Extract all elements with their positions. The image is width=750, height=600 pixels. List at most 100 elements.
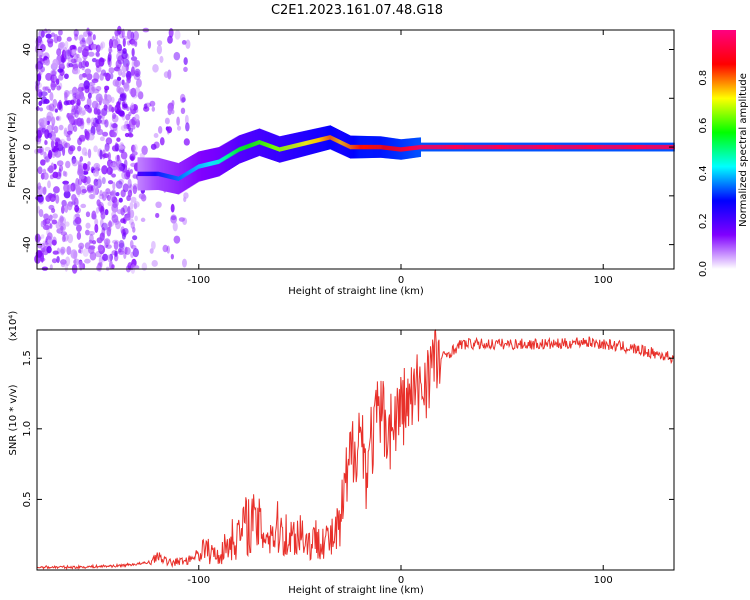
noise-speckle bbox=[86, 36, 93, 45]
y-tick-label: 0 bbox=[22, 144, 33, 150]
trace-core bbox=[649, 144, 651, 150]
trace-core bbox=[504, 144, 506, 150]
trace-core bbox=[516, 144, 519, 150]
trace-core bbox=[375, 144, 377, 150]
trace-core bbox=[183, 173, 185, 178]
noise-speckle bbox=[105, 188, 111, 195]
trace-core bbox=[402, 147, 404, 152]
noise-speckle bbox=[77, 46, 83, 54]
x-tick-label: 100 bbox=[594, 275, 613, 286]
trace-core bbox=[195, 166, 197, 171]
noise-speckle bbox=[87, 106, 93, 114]
noise-speckle bbox=[67, 56, 75, 63]
trace-core bbox=[663, 144, 665, 150]
trace-core bbox=[282, 146, 284, 151]
noise-speckle bbox=[119, 93, 126, 102]
noise-speckle bbox=[107, 254, 112, 263]
trace-core bbox=[406, 146, 408, 151]
trace-core bbox=[205, 162, 207, 168]
trace-core bbox=[227, 154, 229, 159]
trace-core bbox=[623, 144, 626, 150]
trace-core bbox=[262, 141, 265, 146]
noise-speckle bbox=[100, 119, 107, 125]
colorbar-bar bbox=[712, 30, 736, 269]
trace-core bbox=[595, 144, 597, 150]
trace-core bbox=[371, 144, 373, 150]
noise-speckle bbox=[97, 115, 102, 120]
trace-core bbox=[251, 142, 254, 147]
noise-speckle bbox=[54, 108, 58, 113]
noise-speckle bbox=[127, 133, 134, 138]
trace-core bbox=[442, 144, 445, 150]
noise-speckle bbox=[120, 247, 125, 253]
noise-speckle bbox=[120, 226, 125, 234]
noise-speckle bbox=[91, 210, 97, 220]
trace-core bbox=[255, 141, 258, 146]
noise-speckle bbox=[116, 52, 124, 62]
noise-speckle bbox=[77, 145, 82, 152]
noise-speckle bbox=[98, 193, 105, 200]
trace-core bbox=[386, 145, 388, 150]
trace-core bbox=[564, 144, 566, 150]
trace-core bbox=[569, 144, 571, 150]
noise-speckle bbox=[81, 147, 88, 156]
noise-speckle bbox=[99, 190, 103, 197]
trace-core bbox=[509, 144, 511, 150]
noise-speckle bbox=[122, 38, 126, 47]
trace-core bbox=[278, 146, 280, 152]
trace-core bbox=[602, 144, 605, 150]
noise-speckle bbox=[167, 35, 173, 44]
noise-speckle bbox=[66, 130, 73, 135]
trace-core bbox=[419, 144, 422, 150]
noise-speckle bbox=[51, 135, 57, 141]
trace-core bbox=[306, 140, 308, 146]
trace-core bbox=[570, 144, 572, 150]
noise-speckle bbox=[81, 44, 87, 50]
trace-core bbox=[413, 145, 415, 151]
noise-speckle bbox=[67, 49, 73, 55]
trace-core bbox=[471, 144, 473, 150]
trace-core bbox=[378, 144, 380, 150]
trace-core bbox=[333, 137, 336, 142]
trace-core bbox=[241, 146, 244, 151]
trace-core bbox=[318, 137, 320, 143]
noise-speckle bbox=[74, 216, 82, 225]
trace-core bbox=[260, 140, 263, 146]
trace-core bbox=[459, 144, 461, 150]
noise-speckle bbox=[101, 111, 105, 120]
noise-speckle bbox=[66, 245, 72, 255]
trace-core bbox=[642, 144, 644, 150]
noise-speckle bbox=[156, 44, 163, 55]
noise-speckle bbox=[107, 201, 113, 207]
noise-speckle bbox=[122, 183, 129, 193]
trace-core bbox=[568, 144, 570, 150]
trace-core bbox=[414, 145, 416, 150]
noise-speckle bbox=[130, 66, 135, 76]
trace-core bbox=[361, 144, 364, 150]
trace-core bbox=[574, 144, 576, 150]
trace-core bbox=[359, 144, 362, 150]
noise-speckle bbox=[50, 69, 57, 77]
noise-speckle bbox=[55, 194, 60, 204]
noise-speckle bbox=[182, 217, 188, 225]
noise-speckle bbox=[102, 253, 109, 262]
trace-core bbox=[168, 174, 171, 179]
trace-core bbox=[247, 144, 250, 149]
trace-core bbox=[197, 164, 199, 170]
noise-speckle bbox=[100, 211, 106, 220]
x-tick-label: 0 bbox=[398, 275, 404, 286]
noise-speckle bbox=[117, 87, 125, 95]
noise-speckle bbox=[92, 88, 100, 94]
trace-core bbox=[476, 144, 478, 150]
trace-core bbox=[486, 144, 488, 150]
noise-speckle bbox=[123, 124, 127, 129]
noise-speckle bbox=[78, 73, 83, 81]
noise-speckle bbox=[74, 33, 79, 41]
trace-core bbox=[555, 144, 557, 150]
trace-core bbox=[418, 145, 420, 150]
noise-speckle bbox=[52, 213, 58, 219]
noise-speckle bbox=[114, 250, 118, 257]
trace-core bbox=[571, 144, 573, 150]
trace-core bbox=[617, 144, 620, 150]
noise-speckle bbox=[93, 72, 100, 82]
